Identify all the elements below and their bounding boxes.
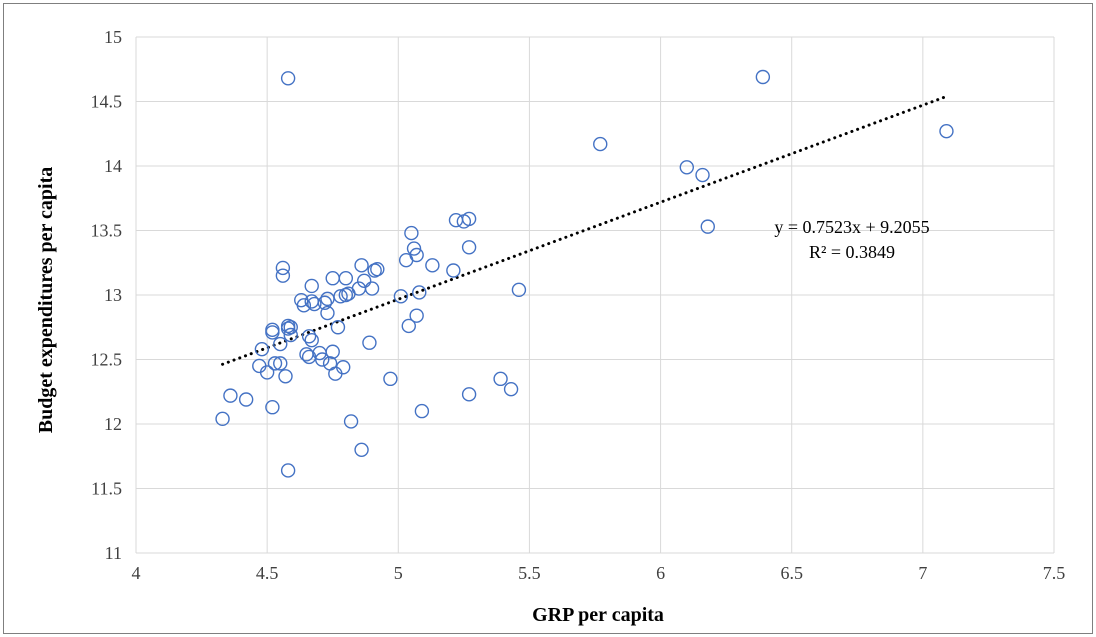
data-point [278, 369, 293, 384]
data-point [275, 268, 291, 283]
chart-frame: 4 4.5 5 5.5 6 6.5 7 7.5 11 11.5 12 12.5 13 13.5 14 14.5… [3, 3, 1093, 634]
data-point [328, 366, 343, 381]
data-point [406, 241, 422, 256]
y-tick-label: 14.5 [91, 92, 123, 112]
data-point [296, 298, 312, 313]
trendline [221, 94, 948, 366]
data-point [317, 295, 333, 310]
data-point [354, 258, 369, 273]
data-point [307, 296, 322, 312]
data-point [273, 356, 288, 371]
tick-labels: 4 4.5 5 5.5 6 6.5 7 7.5 11 11.5 12 12.5 13 13.5 14 14.5… [91, 27, 1066, 583]
data-point [409, 308, 424, 323]
data-point [425, 258, 440, 273]
y-tick-label: 12.5 [91, 350, 123, 370]
data-point [939, 123, 954, 139]
data-point [593, 136, 608, 152]
x-tick-label: 4 [132, 563, 141, 583]
data-point [461, 387, 477, 402]
y-tick-label: 11.5 [91, 479, 122, 499]
data-point [414, 403, 430, 419]
data-point [412, 285, 427, 300]
data-point [223, 388, 238, 403]
data-point [215, 411, 230, 427]
data-point [409, 247, 424, 263]
x-tick-label: 5.5 [518, 563, 541, 583]
data-point [354, 442, 369, 457]
data-point [267, 356, 283, 371]
gridlines [135, 36, 1055, 554]
data-point [315, 352, 330, 367]
y-tick-label: 14 [104, 156, 122, 176]
data-point [401, 318, 416, 334]
data-point [695, 167, 710, 183]
data-point [446, 263, 461, 278]
data-point [280, 71, 296, 86]
trendline-labels: y = 0.7523x + 9.2055 R² = 0.3849 [774, 217, 929, 262]
data-point [493, 371, 508, 387]
data-point [280, 463, 296, 478]
data-point [301, 329, 317, 344]
x-tick-label: 4.5 [256, 563, 279, 583]
data-point [511, 282, 527, 298]
data-point [362, 335, 377, 350]
data-point [338, 271, 354, 286]
data-point [252, 358, 267, 374]
x-axis-title: GRP per capita [532, 604, 664, 626]
data-point [336, 360, 351, 375]
trendline-r-squared: R² = 0.3849 [809, 242, 895, 262]
data-point [404, 225, 419, 241]
data-point [254, 341, 270, 357]
y-tick-label: 15 [104, 27, 122, 47]
data-point [283, 327, 298, 343]
data-point [325, 271, 340, 286]
data-point [755, 69, 771, 85]
data-point [299, 347, 314, 362]
data-point [259, 365, 275, 380]
data-point [461, 240, 477, 255]
scatter-chart: 4 4.5 5 5.5 6 6.5 7 7.5 11 11.5 12 12.5 13 13.5 14 14.5… [35, 27, 1066, 626]
data-point [461, 211, 477, 227]
data-point [343, 414, 359, 429]
data-points [215, 69, 954, 478]
data-point [304, 278, 319, 294]
data-point [304, 332, 319, 348]
data-point [265, 325, 280, 340]
trendline-group [221, 94, 948, 366]
y-axis-title: Budget expenditures per capita [35, 167, 57, 434]
x-tick-label: 5 [394, 563, 403, 583]
y-tick-label: 13 [104, 285, 122, 305]
data-point [283, 320, 298, 335]
trendline-equation: y = 0.7523x + 9.2055 [774, 217, 929, 237]
data-point [356, 273, 372, 289]
data-point [275, 260, 291, 276]
data-point [238, 392, 254, 407]
data-point [700, 219, 715, 234]
data-point [320, 305, 335, 321]
data-point [265, 400, 280, 415]
data-point [364, 281, 380, 296]
y-tick-label: 13.5 [91, 221, 123, 241]
data-point [679, 160, 694, 175]
y-tick-label: 12 [104, 414, 122, 434]
data-point [370, 262, 385, 277]
data-point [325, 344, 340, 359]
data-point [333, 289, 348, 304]
data-point [330, 320, 346, 335]
x-tick-label: 7.5 [1043, 563, 1066, 583]
data-point [503, 381, 519, 397]
data-point [320, 291, 335, 307]
y-tick-label: 11 [105, 543, 122, 563]
x-tick-label: 6.5 [780, 563, 803, 583]
x-tick-label: 7 [918, 563, 927, 583]
x-tick-label: 6 [656, 563, 665, 583]
data-point [383, 371, 398, 387]
data-point [393, 289, 409, 304]
data-point [273, 336, 288, 352]
